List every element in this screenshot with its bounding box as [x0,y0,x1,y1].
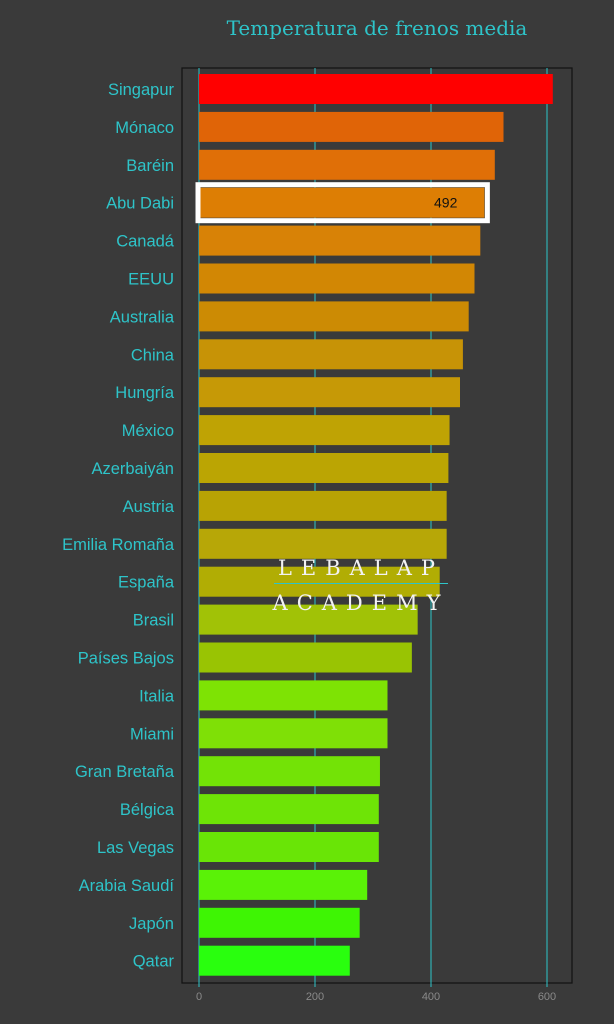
category-label: Bélgica [120,801,175,819]
bar [199,566,440,597]
category-label: Hungría [115,384,175,402]
watermark-line-1: LEBALAP [277,556,445,580]
bar [199,187,485,218]
category-label: Italia [139,687,175,705]
category-label: Gran Bretaña [75,763,175,781]
bar [199,415,450,446]
watermark-line-2: ACADEMY [272,591,450,615]
bar [199,756,380,787]
category-label: Qatar [133,953,175,971]
x-tick-label: 600 [538,991,556,1003]
x-tick-label: 0 [196,991,202,1003]
bar [199,301,469,332]
category-label: Mónaco [115,119,174,137]
category-label: Miami [130,725,174,743]
category-label: Emilia Romaña [62,536,175,554]
bar [199,225,481,256]
category-label: Singapur [108,81,175,99]
bar [199,907,360,938]
bar [199,453,449,483]
category-label: China [131,346,175,364]
category-label: Brasil [133,612,174,630]
bar [199,377,460,408]
category-label: Baréin [126,157,174,175]
bar [199,74,553,104]
data-label: 492 [434,195,458,211]
category-label: Canadá [116,233,175,251]
bar [199,718,388,749]
x-tick-label: 200 [306,991,324,1003]
category-label: Azerbaiyán [91,460,174,478]
highlight-box [195,182,490,224]
bar [199,490,447,521]
bar [199,680,388,711]
category-label: España [118,574,175,592]
bar [199,642,412,673]
watermark-divider [274,583,448,584]
category-label: EEUU [128,271,174,289]
bar [199,339,463,370]
bar [199,149,495,180]
category-label: Las Vegas [97,839,174,857]
category-label: Australia [110,308,175,326]
plot-frame [181,67,573,984]
bar [199,832,379,862]
bar [199,528,447,559]
bar [199,111,504,142]
category-label: Japón [129,915,174,933]
chart-title: Temperatura de frenos media [226,16,528,40]
bar [199,604,418,635]
category-label: Arabia Saudí [79,877,175,895]
category-label: México [122,422,174,440]
bar [199,869,368,900]
bar [199,263,475,294]
category-label: Abu Dabi [106,195,174,213]
bar [199,794,379,825]
x-tick-label: 400 [422,991,440,1003]
category-label: Austria [123,498,175,516]
category-label: Países Bajos [78,650,174,668]
bar [199,945,350,976]
